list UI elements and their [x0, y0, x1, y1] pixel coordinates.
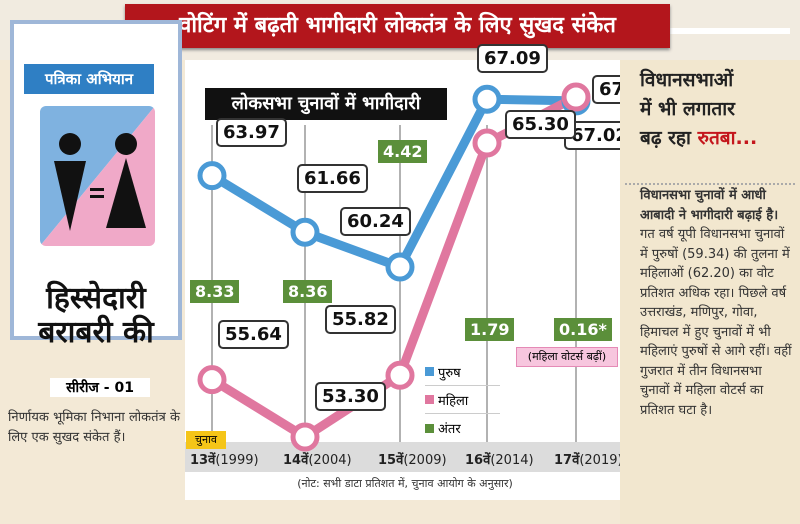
male-point — [197, 161, 227, 191]
male-value-label: 60.24 — [340, 207, 411, 236]
heading-text: बढ़ रहा — [640, 127, 691, 149]
title-line: हिस्सेदारी — [46, 281, 146, 316]
legend-label: पुरुष — [438, 365, 461, 381]
gap-value-label: 8.33 — [190, 280, 240, 303]
gap-value-label: 8.36 — [283, 280, 333, 303]
campaign-tag: पत्रिका अभियान — [24, 64, 154, 94]
divider — [625, 183, 795, 185]
sidebar-heading: विधानसभाओं में भी लगातार बढ़ रहा रुतबा..… — [640, 66, 800, 153]
female-point — [197, 365, 227, 395]
female-value-label: 55.64 — [218, 319, 289, 349]
male-value-label: 67.09 — [477, 44, 548, 74]
female-point — [472, 128, 502, 158]
gender-equality-icon — [40, 106, 155, 246]
male-value-label: 63.97 — [216, 117, 287, 147]
legend-item-male: पुरुष — [425, 358, 500, 386]
sidebar-body: गत वर्ष यूपी विधानसभा चुनावों में पुरुषो… — [640, 227, 792, 418]
legend-swatch — [425, 423, 434, 433]
annotation: (महिला वोटर्स बढ़ीं) — [516, 347, 618, 367]
sidebar-text: विधानसभा चुनावों में आधी आबादी ने भागीदा… — [640, 186, 795, 420]
heading-line: विधानसभाओं — [640, 69, 734, 91]
gap-value-label: 1.79 — [465, 318, 515, 341]
campaign-title: हिस्सेदारी बराबरी की — [14, 282, 178, 350]
legend: पुरुष महिला अंतर — [425, 358, 500, 442]
x-axis-tag: चुनाव — [186, 431, 226, 449]
male-point — [385, 252, 415, 282]
female-value-label: 65.30 — [505, 110, 576, 140]
gap-value-label: 0.16* — [554, 318, 612, 341]
female-value-label: 53.30 — [315, 382, 386, 411]
left-caption: निर्णायक भूमिका निभाना लोकतंत्र के लिए ए… — [8, 410, 180, 445]
chart-note: (नोट: सभी डाटा प्रतिशत में, चुनाव आयोग क… — [297, 477, 513, 490]
right-panel — [620, 60, 800, 524]
sidebar-lead: विधानसभा चुनावों में आधी आबादी ने भागीदा… — [640, 188, 779, 223]
headline: वोटिंग में बढ़ती भागीदारी लोकतंत्र के लि… — [125, 4, 670, 48]
female-point — [561, 82, 591, 112]
x-tick-label: 13वें(1999) — [190, 453, 259, 468]
heading-highlight: रुतबा... — [697, 127, 758, 149]
x-tick-label: 16वें(2014) — [465, 453, 534, 468]
legend-swatch — [425, 367, 434, 376]
female-point — [385, 360, 415, 390]
male-value-label: 61.66 — [297, 164, 368, 194]
series-label: सीरीज - 01 — [50, 378, 150, 397]
male-point — [290, 217, 320, 247]
heading-line: में भी लगातार — [640, 98, 735, 120]
female-point — [290, 422, 320, 452]
legend-swatch — [425, 395, 434, 404]
x-tick-label: 15वें(2009) — [378, 453, 447, 468]
male-point — [472, 84, 502, 114]
x-axis-band — [185, 442, 620, 472]
gap-value-label: 4.42 — [378, 140, 428, 163]
female-value-label: 55.82 — [325, 305, 396, 335]
legend-item-female: महिला — [425, 386, 500, 414]
heading-line: बढ़ रहा रुतबा... — [640, 124, 800, 153]
legend-item-gap: अंतर — [425, 414, 500, 442]
chart-title: लोकसभा चुनावों में भागीदारी — [205, 88, 447, 120]
x-tick-label: 17वें(2019) — [554, 453, 623, 468]
legend-label: अंतर — [438, 422, 461, 437]
x-tick-label: 14वें(2004) — [283, 453, 352, 468]
title-line: बराबरी की — [38, 315, 154, 350]
legend-label: महिला — [438, 393, 469, 409]
